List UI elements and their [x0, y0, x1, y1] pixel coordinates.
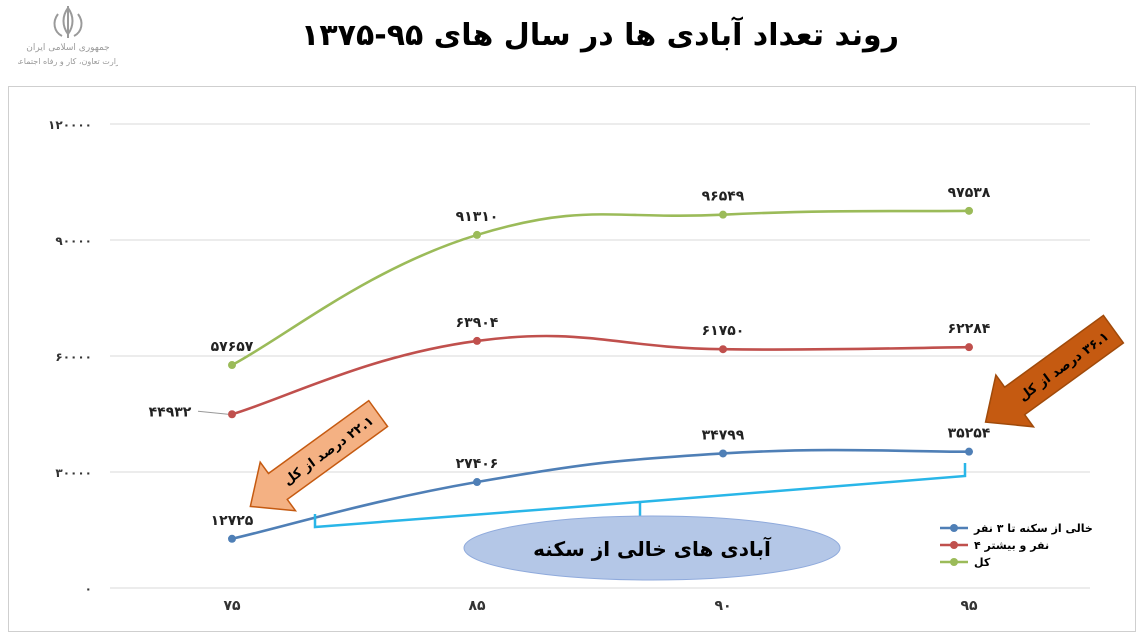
emblem-line2: وزارت تعاون، کار و رفاه اجتماعی: [18, 57, 118, 66]
y-tick-label: ۳۰۰۰۰: [55, 466, 92, 480]
data-label: ۳۴۷۹۹: [702, 427, 745, 443]
iran-emblem-icon: جمهوری اسلامی ایران وزارت تعاون، کار و ر…: [12, 6, 124, 66]
legend-swatch-dot: [950, 524, 958, 532]
data-label: ۹۱۳۱۰: [456, 209, 499, 225]
data-point: [719, 345, 727, 354]
series-line: [231, 209, 970, 367]
series-line: [231, 334, 970, 416]
series-line: [231, 448, 970, 541]
data-label: ۶۳۹۰۴: [456, 315, 499, 331]
data-point: [228, 534, 236, 543]
data-point: [965, 206, 973, 215]
arrow-shape: [249, 399, 389, 512]
x-tick-label: ۸۵: [468, 598, 486, 614]
legend-label: کل: [974, 556, 991, 569]
data-point: [473, 478, 481, 487]
arrow-shape: [984, 314, 1125, 428]
data-point: [228, 361, 236, 370]
data-point: [473, 336, 481, 345]
data-point: [719, 210, 727, 219]
arrow-left-label: ۲۲.۱ درصد از کل: [281, 414, 377, 489]
legend-item: کل: [940, 556, 991, 569]
legend-swatch-dot: [950, 541, 958, 549]
chart-title: روند تعداد آبادی ها در سال های ۹۵-۱۳۷۵: [301, 18, 899, 53]
y-tick-label: ۱۲۰۰۰۰: [48, 118, 92, 132]
legend-swatch-dot: [950, 558, 958, 566]
legend-label: ۴ نفر و بیشتر: [974, 539, 1049, 552]
data-point: [965, 343, 973, 352]
legend-item: خالی از سکنه تا ۳ نفر: [940, 522, 1093, 535]
arrow-callout-right: ۳۶.۱ درصد از کل: [984, 314, 1125, 428]
y-tick-label: ۹۰۰۰۰: [55, 234, 92, 248]
legend-label: خالی از سکنه تا ۳ نفر: [973, 522, 1093, 535]
arrow-callout-left: ۲۲.۱ درصد از کل: [249, 399, 389, 512]
y-tick-label: ۰: [85, 582, 92, 596]
data-label: ۵۷۶۵۷: [211, 339, 254, 355]
data-label: ۲۷۴۰۶: [456, 456, 499, 472]
data-point: [473, 230, 481, 239]
x-tick-label: ۷۵: [223, 598, 241, 614]
data-label: ۱۲۷۲۵: [211, 513, 254, 529]
chart-frame: [8, 86, 1136, 632]
emblem: جمهوری اسلامی ایران وزارت تعاون، کار و ر…: [12, 2, 124, 70]
y-tick-label: ۶۰۰۰۰: [55, 350, 92, 364]
data-point: [228, 410, 236, 419]
data-point: [719, 449, 727, 458]
ellipse-label: آبادی های خالی از سکنه: [533, 536, 772, 561]
legend-item: ۴ نفر و بیشتر: [940, 539, 1049, 552]
x-tick-label: ۹۵: [960, 598, 978, 614]
x-tick-label: ۹۰: [714, 598, 731, 614]
data-label: ۶۱۷۵۰: [702, 323, 745, 339]
data-label: ۶۲۲۸۴: [948, 321, 991, 337]
ellipse-callout: [463, 515, 841, 581]
data-point: [965, 447, 973, 456]
data-label: ۴۴۹۳۲: [149, 404, 192, 420]
emblem-line1: جمهوری اسلامی ایران: [26, 43, 110, 53]
label-leader-line: [197, 410, 229, 415]
data-label: ۳۵۲۵۴: [948, 426, 991, 442]
data-label: ۹۷۵۳۸: [948, 185, 991, 201]
arrow-right-label: ۳۶.۱ درصد از کل: [1016, 329, 1112, 404]
data-label: ۹۶۵۴۹: [702, 189, 745, 205]
